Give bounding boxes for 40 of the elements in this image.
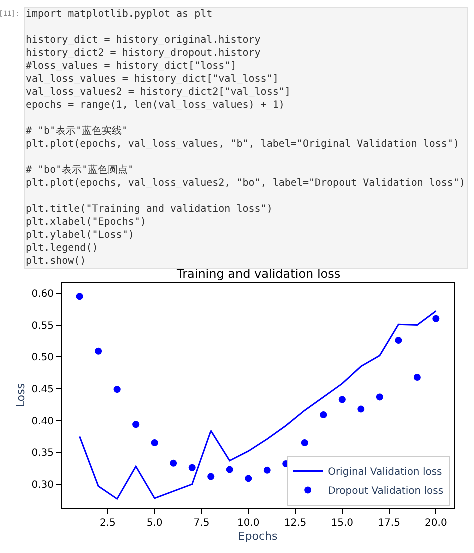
point <box>170 460 178 467</box>
text: import matplotlib.pyplot as plt history_dict = history_original.history history_dict2 = history_dropout.history #loss_values = history_dict["loss"] val_loss_values = history_dict["val_loss"] val_loss_values2 = history_dict2["val_loss"] epochs = range(1, len(val_loss_values) + 1) # "b"表示"蓝色实线" plt.plot(epochs, val_loss_values, "b", label="Original Validation loss") # "bo"表示"蓝色圆点" plt.plot(epochs, val_loss_values2, "bo", label="Dropout Validation loss") plt.title("Training and validation loss") plt.xlabel("Epochs") plt.ylabel("Loss") plt.legend() plt.show() <box>26 9 466 267</box>
point <box>95 348 102 355</box>
x-tick-label: 5.0 <box>146 518 163 529</box>
y-tick-label: 0.30 <box>32 480 54 491</box>
point <box>264 466 271 474</box>
x-tick-label: 20.0 <box>425 518 448 529</box>
y-tick-label: 0.35 <box>32 448 54 460</box>
x-axis-title: Epochs <box>238 530 278 544</box>
x-tick-label: 10.0 <box>237 518 260 529</box>
legend-label: Dropout Validation loss <box>328 486 444 498</box>
legend-label: Original Validation loss <box>328 467 442 478</box>
point <box>114 386 121 394</box>
y-tick-label: 0.40 <box>32 416 54 428</box>
y-tick-label: 0.60 <box>32 288 54 300</box>
point <box>151 440 158 447</box>
point <box>358 406 365 413</box>
point <box>132 421 140 428</box>
y-tick-label: 0.50 <box>32 352 54 364</box>
chart-title: Training and validation loss <box>176 267 341 281</box>
point <box>320 412 328 419</box>
x-tick-label: 15.0 <box>331 518 354 529</box>
point <box>414 374 421 381</box>
x-tick-label: 17.5 <box>378 518 400 529</box>
point <box>432 315 440 322</box>
y-tick-label: 0.55 <box>32 320 54 332</box>
point <box>301 440 308 447</box>
x-tick-label: 2.5 <box>100 518 116 529</box>
point <box>76 293 84 300</box>
point <box>338 396 346 404</box>
point <box>395 337 402 344</box>
y-tick-label: 0.45 <box>32 384 54 396</box>
point <box>245 475 252 482</box>
x-tick-label: 7.5 <box>194 518 210 529</box>
x-tick-label: 12.5 <box>284 518 307 529</box>
y-axis-title: Loss <box>14 383 28 408</box>
point <box>376 394 384 401</box>
point <box>226 466 234 474</box>
point <box>188 464 196 472</box>
point <box>208 473 215 480</box>
